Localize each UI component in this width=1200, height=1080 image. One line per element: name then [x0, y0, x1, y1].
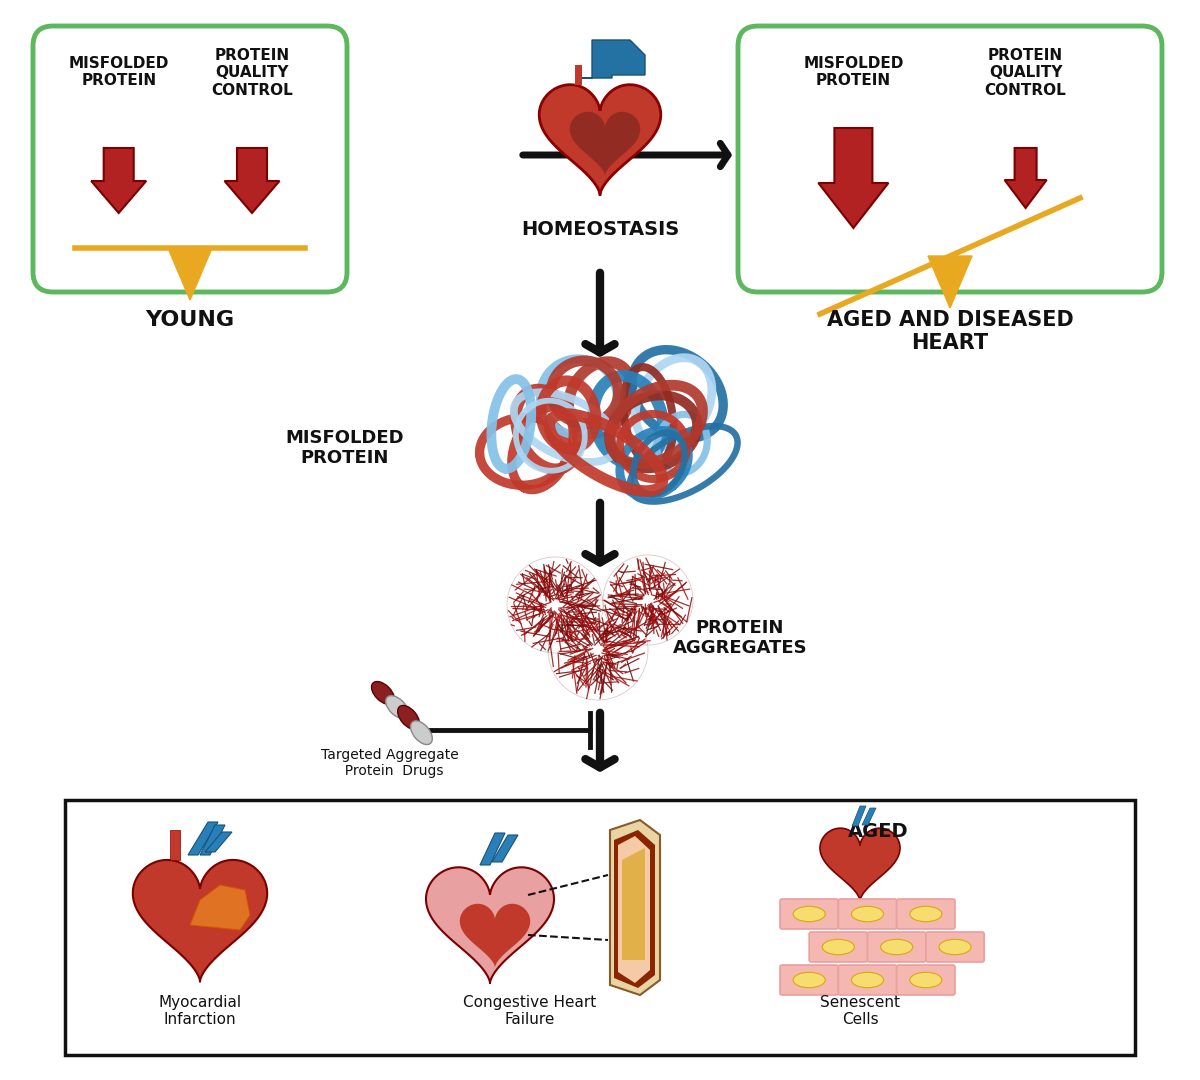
FancyBboxPatch shape — [65, 800, 1135, 1055]
Polygon shape — [618, 836, 650, 983]
Text: AGED: AGED — [848, 822, 908, 841]
Text: PROTEIN
AGGREGATES: PROTEIN AGGREGATES — [673, 619, 808, 658]
Polygon shape — [852, 806, 866, 826]
FancyBboxPatch shape — [896, 966, 955, 995]
Polygon shape — [480, 833, 505, 865]
Polygon shape — [133, 860, 268, 982]
FancyBboxPatch shape — [34, 26, 347, 292]
Polygon shape — [460, 904, 530, 968]
Polygon shape — [622, 848, 646, 960]
FancyBboxPatch shape — [780, 899, 839, 929]
Text: MISFOLDED
PROTEIN: MISFOLDED PROTEIN — [68, 56, 169, 89]
Polygon shape — [1004, 148, 1046, 208]
Polygon shape — [582, 40, 646, 78]
Ellipse shape — [881, 940, 913, 955]
FancyBboxPatch shape — [926, 932, 984, 962]
Polygon shape — [205, 832, 232, 852]
Ellipse shape — [852, 972, 883, 988]
FancyBboxPatch shape — [896, 899, 955, 929]
Text: MISFOLDED
PROTEIN: MISFOLDED PROTEIN — [286, 429, 404, 468]
Text: Senescent
Cells: Senescent Cells — [820, 995, 900, 1027]
Text: Congestive Heart
Failure: Congestive Heart Failure — [463, 995, 596, 1027]
Ellipse shape — [822, 940, 854, 955]
Polygon shape — [190, 885, 250, 930]
Polygon shape — [188, 822, 218, 855]
Polygon shape — [426, 867, 554, 983]
Text: PROTEIN
QUALITY
CONTROL: PROTEIN QUALITY CONTROL — [985, 48, 1067, 98]
Ellipse shape — [910, 906, 942, 921]
FancyBboxPatch shape — [809, 932, 868, 962]
Polygon shape — [570, 111, 640, 175]
Polygon shape — [575, 65, 582, 85]
Polygon shape — [224, 148, 280, 213]
Text: AGED AND DISEASED
HEART: AGED AND DISEASED HEART — [827, 310, 1073, 353]
Ellipse shape — [793, 972, 826, 988]
Polygon shape — [614, 831, 655, 988]
FancyBboxPatch shape — [780, 966, 839, 995]
Polygon shape — [492, 835, 518, 862]
Polygon shape — [539, 84, 661, 194]
Text: MISFOLDED
PROTEIN: MISFOLDED PROTEIN — [803, 56, 904, 89]
Ellipse shape — [938, 940, 971, 955]
Ellipse shape — [397, 705, 420, 729]
Polygon shape — [170, 831, 180, 860]
FancyBboxPatch shape — [839, 966, 896, 995]
Polygon shape — [168, 248, 212, 300]
Polygon shape — [91, 148, 146, 213]
Ellipse shape — [852, 906, 883, 921]
Ellipse shape — [910, 972, 942, 988]
Text: Myocardial
Infarction: Myocardial Infarction — [158, 995, 241, 1027]
Text: YOUNG: YOUNG — [145, 310, 234, 330]
Text: Targeted Aggregate
  Protein  Drugs: Targeted Aggregate Protein Drugs — [322, 748, 458, 779]
FancyBboxPatch shape — [868, 932, 926, 962]
Polygon shape — [200, 825, 226, 855]
Text: PROTEIN
QUALITY
CONTROL: PROTEIN QUALITY CONTROL — [211, 48, 293, 98]
Ellipse shape — [385, 696, 408, 718]
Ellipse shape — [793, 906, 826, 921]
Text: HOMEOSTASIS: HOMEOSTASIS — [521, 220, 679, 239]
Polygon shape — [818, 129, 888, 228]
FancyBboxPatch shape — [839, 899, 896, 929]
FancyBboxPatch shape — [738, 26, 1162, 292]
Ellipse shape — [372, 681, 395, 704]
Ellipse shape — [410, 720, 432, 744]
Polygon shape — [862, 808, 876, 825]
Polygon shape — [610, 820, 660, 995]
Polygon shape — [928, 256, 972, 308]
Polygon shape — [820, 828, 900, 901]
